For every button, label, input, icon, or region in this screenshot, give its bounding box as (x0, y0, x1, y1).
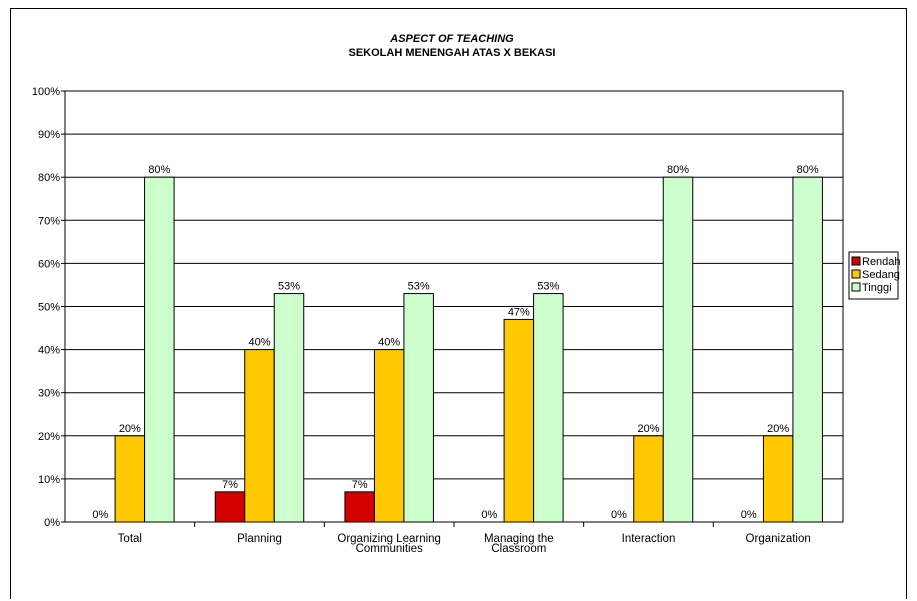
y-tick-label: 50% (38, 302, 60, 314)
x-category-label: Managing the (484, 533, 554, 545)
bars: 0% 20% 80% 7% 40% 53% 7% 40% 53% 0% 47% 53% 0% 20% 80%… (92, 164, 823, 523)
bar-tinggi (273, 293, 305, 523)
x-category-label: Organizing Learning (337, 533, 441, 545)
y-tick-label: 70% (38, 215, 60, 227)
data-label: 80% (667, 164, 689, 176)
legend-label: Rendah (862, 256, 901, 268)
legend-swatch-tinggi (851, 282, 861, 292)
data-label: 53% (537, 281, 559, 293)
legend-label: Sedang (862, 269, 900, 281)
axes: 0% 10% 20% 30% 40% 50% 60% 70% 80% 90% 100% Total Pl… (32, 86, 811, 555)
data-label: 80% (797, 164, 819, 176)
y-tick-label: 60% (38, 258, 60, 270)
x-category-label: Communities (356, 543, 423, 555)
data-label: 0% (611, 509, 627, 521)
chart-title: ASPECT OF TEACHING (389, 33, 514, 45)
x-category-label: Classroom (491, 543, 546, 555)
bar-rendah (214, 491, 246, 523)
data-label: 7% (222, 479, 238, 491)
y-tick-label: 100% (32, 86, 60, 98)
y-tick-label: 40% (38, 345, 60, 357)
bar-sedang (503, 318, 535, 523)
y-tick-label: 0% (44, 517, 60, 529)
data-label: 20% (119, 423, 141, 435)
y-tick-label: 20% (38, 431, 60, 443)
legend-label: Tinggi (862, 282, 892, 294)
legend-swatch-rendah (851, 256, 861, 266)
x-category-label: Planning (237, 533, 282, 545)
x-category-label: Total (118, 533, 142, 545)
bar-tinggi (144, 176, 175, 523)
y-tick-label: 30% (38, 388, 60, 400)
data-label: 20% (637, 423, 659, 435)
y-tick-label: 90% (38, 129, 60, 141)
data-label: 53% (278, 281, 300, 293)
data-label: 40% (378, 337, 400, 349)
bar-sedang (762, 435, 794, 523)
data-label: 0% (92, 509, 108, 521)
bar-sedang (244, 349, 275, 523)
data-label: 7% (352, 479, 368, 491)
data-label: 0% (741, 509, 757, 521)
data-label: 40% (248, 337, 270, 349)
data-label: 80% (148, 164, 170, 176)
bar-tinggi (792, 176, 823, 523)
data-label: 47% (508, 306, 530, 318)
bar-tinggi (403, 293, 434, 523)
x-category-label: Organization (746, 533, 811, 545)
bar-sedang (373, 349, 405, 523)
y-tick-label: 80% (38, 172, 60, 184)
bar-sedang (633, 435, 664, 523)
gridlines (64, 90, 844, 523)
bar-tinggi (662, 176, 694, 523)
data-label: 53% (408, 281, 430, 293)
legend-swatch-sedang (851, 269, 861, 279)
bar-sedang (114, 435, 146, 523)
data-label: 20% (767, 423, 789, 435)
chart-subtitle: SEKOLAH MENENGAH ATAS X BEKASI (349, 47, 556, 59)
y-tick-label: 10% (38, 474, 60, 486)
x-category-label: Interaction (622, 533, 676, 545)
bar-rendah (344, 491, 375, 523)
bar-tinggi (533, 293, 564, 523)
data-label: 0% (481, 509, 497, 521)
